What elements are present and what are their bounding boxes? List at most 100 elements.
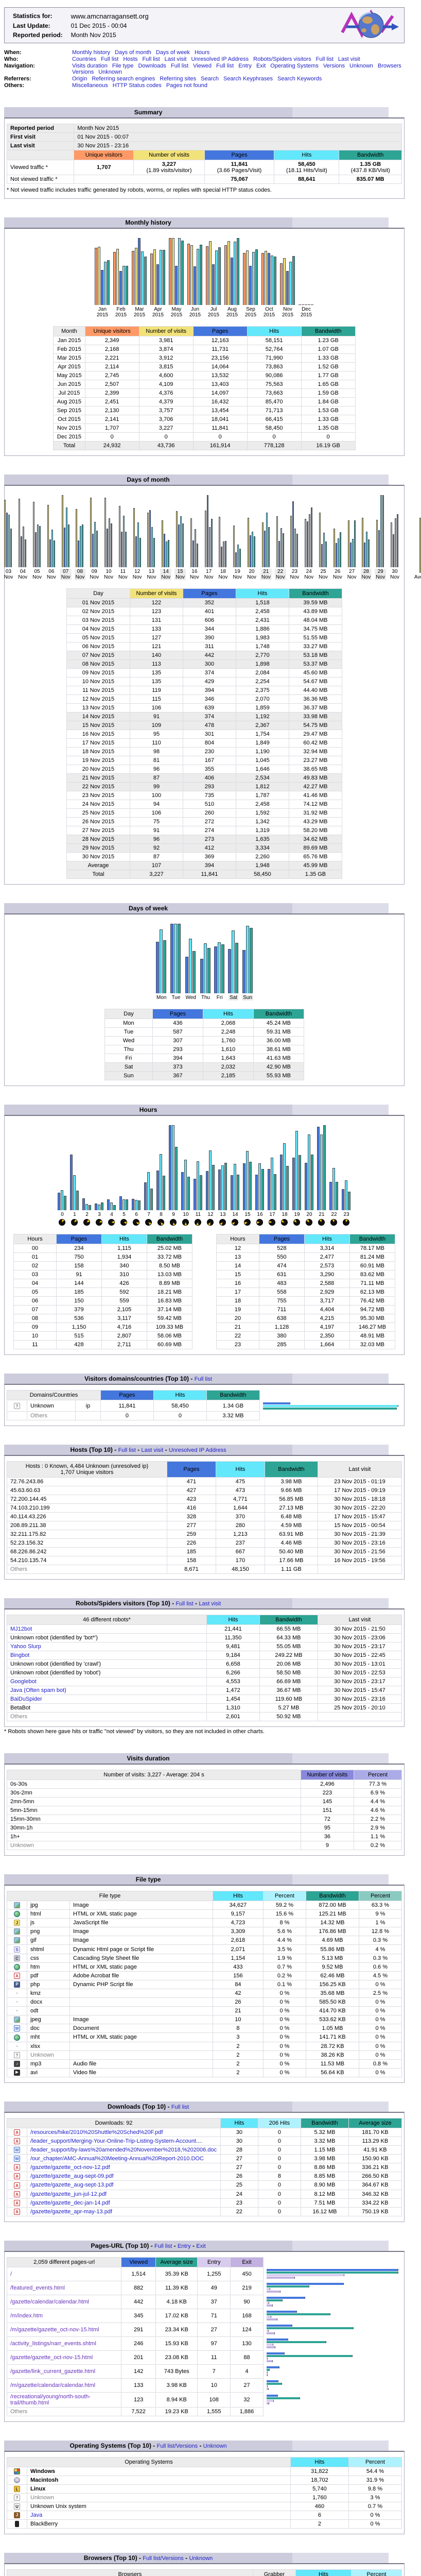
page-link[interactable]: /recreational/young/north-south-trail/th… xyxy=(10,2393,91,2406)
bar-k xyxy=(268,527,270,567)
page-link[interactable]: /m/gazette/calendar/calendar.html xyxy=(10,2382,96,2388)
table-row: 25 Nov 2015 106 260 1,592 31.92 MB xyxy=(66,808,342,818)
nav-link[interactable]: Unknown xyxy=(98,69,122,75)
nav-link[interactable]: HTTP Status codes xyxy=(112,82,162,89)
nav-link[interactable]: Pages not found xyxy=(166,82,207,89)
cell: 100 xyxy=(129,791,183,800)
nav-link[interactable]: Full list xyxy=(142,56,160,62)
title-link[interactable]: Last visit xyxy=(199,1601,221,1607)
download-link[interactable]: /gazette/gazette_aug-sept-13.pdf xyxy=(30,2182,114,2189)
title-link[interactable]: Last visit xyxy=(141,1447,164,1453)
nav-link[interactable]: Search xyxy=(201,76,219,82)
page-link[interactable]: /m/index.htm xyxy=(10,2312,43,2319)
download-link[interactable]: /leader_support/Merging-Your-Online-Trip… xyxy=(30,2138,203,2145)
bars xyxy=(57,1125,67,1210)
bars xyxy=(185,924,196,993)
title-text: Visitors domains/countries (Top 10) xyxy=(84,1375,189,1382)
robot-link[interactable]: MJ12bot xyxy=(10,1626,32,1632)
nav-link[interactable]: Search Keywords xyxy=(277,76,322,82)
nav-link[interactable]: Browsers xyxy=(377,63,401,69)
page-link[interactable]: /featured_events.html xyxy=(10,2284,65,2291)
nav-link[interactable]: Downloads xyxy=(138,63,166,69)
nav-link[interactable]: Viewed xyxy=(193,63,212,69)
nav-link[interactable]: Origin xyxy=(72,76,87,82)
column-header: Hits xyxy=(235,588,289,599)
nav-link[interactable]: Hosts xyxy=(123,56,138,62)
cell: 2,507 xyxy=(84,380,139,389)
nav-link[interactable]: Last visit xyxy=(164,56,187,62)
nav-link[interactable]: Visits duration xyxy=(72,63,108,69)
h-bars xyxy=(266,2282,398,2294)
download-link[interactable]: /gazette/gazette_jun-jul-12.pdf xyxy=(30,2191,107,2197)
title-link[interactable]: Exit xyxy=(196,2243,206,2249)
nav-link[interactable]: Entry xyxy=(238,63,252,69)
title-link[interactable]: Unknown xyxy=(189,2555,213,2562)
nav-link[interactable]: Full list xyxy=(315,56,334,62)
table-row: Others 0 0 3.32 MB xyxy=(7,1411,402,1420)
x-label: Sep 2015 xyxy=(244,307,257,318)
download-link[interactable]: /leader_support/by-laws%20amended%20Nove… xyxy=(30,2147,217,2154)
bar-u xyxy=(242,253,245,305)
title-link[interactable]: Full list xyxy=(171,2104,189,2110)
file-extension: mht xyxy=(27,2032,70,2042)
table-row: 21 1,128 4,197 146.27 MB xyxy=(216,1323,395,1332)
nav-link[interactable]: Monthly history xyxy=(72,49,110,56)
page-link[interactable]: /activity_listings/narr_events.shtml xyxy=(10,2340,96,2347)
cell: 328 xyxy=(166,1512,216,1521)
section-title: Pages-URL (Top 10) - Full list - Entry -… xyxy=(4,2240,293,2251)
nav-link[interactable]: Miscellaneous xyxy=(72,82,108,89)
nav-link[interactable]: Full list xyxy=(101,56,119,62)
nav-link[interactable]: Full list xyxy=(216,63,234,69)
nav-link[interactable]: Exit xyxy=(256,63,266,69)
title-link[interactable]: Full list/Versions xyxy=(143,2555,184,2562)
nav-link[interactable]: Countries xyxy=(72,56,97,62)
title-link[interactable]: Full list xyxy=(176,1601,194,1607)
nav-link[interactable]: Hours xyxy=(194,49,210,56)
cell: 0 % xyxy=(348,2511,402,2520)
robot-link[interactable]: Bingbot xyxy=(10,1652,30,1658)
page-link[interactable]: /m/gazette/gazette_oct-nov-15.html xyxy=(10,2326,99,2333)
title-link[interactable]: Unresolved IP Address xyxy=(168,1447,226,1453)
nav-link[interactable]: Full list xyxy=(170,63,189,69)
nav-link[interactable]: Referring search engines xyxy=(92,76,155,82)
nav-link[interactable]: Unknown xyxy=(349,63,373,69)
robot-link[interactable]: BaiDuSpider xyxy=(10,1696,42,1702)
cell: 3,227 xyxy=(129,870,183,879)
download-link[interactable]: /gazette/gazette_apr-may-13.pdf xyxy=(30,2208,112,2215)
nav-link[interactable]: Unresolved IP Address xyxy=(191,56,249,62)
title-link[interactable]: Entry xyxy=(177,2243,191,2249)
page-link[interactable]: /gazette/gazette_oct-nov-15.html xyxy=(10,2354,93,2361)
download-link[interactable]: /resources/hike/2010%20Shuttle%20Sched%2… xyxy=(30,2129,163,2136)
nav-link[interactable]: Robots/Spiders visitors xyxy=(253,56,311,62)
title-link[interactable]: Unknown xyxy=(203,2443,227,2449)
page-link[interactable]: / xyxy=(10,2270,12,2277)
cell: 510 xyxy=(182,800,236,809)
nav-link[interactable]: Days of week xyxy=(155,49,190,56)
table-row: 05 185 592 18.21 MB xyxy=(13,1287,192,1297)
bar-v xyxy=(116,249,119,305)
download-link[interactable]: /gazette/gazette_dec-jan-14.pdf xyxy=(30,2199,110,2206)
nav-link[interactable]: Referring sites xyxy=(160,76,197,82)
robot-link[interactable]: Googlebot xyxy=(10,1679,37,1685)
title-link[interactable]: Full list/Versions xyxy=(156,2443,198,2449)
robot-link[interactable]: Java (Often spam bot) xyxy=(10,1687,66,1693)
title-link[interactable]: Full list xyxy=(194,1376,212,1382)
download-link[interactable]: /our_chapter/AMC-Annual%20Meeting-Annual… xyxy=(30,2156,204,2162)
os-link[interactable]: Java xyxy=(30,2512,43,2519)
nav-link[interactable]: Search Keyphrases xyxy=(223,76,273,82)
download-link[interactable]: /gazette/gazette_aug-sept-09.pdf xyxy=(30,2173,114,2180)
nav-link[interactable]: Versions xyxy=(323,63,345,69)
nav-link[interactable]: File type xyxy=(112,63,134,69)
table-row: BlackBerry 2 0 % xyxy=(7,2519,402,2529)
nav-link[interactable]: Days of month xyxy=(114,49,151,56)
title-link[interactable]: Full list xyxy=(154,2243,172,2249)
page-link[interactable]: /gazette/link_current_gazette.html xyxy=(10,2368,96,2375)
title-link[interactable]: Full list xyxy=(118,1447,136,1453)
bars xyxy=(118,495,127,567)
page-link[interactable]: /gazette/calendar/calendar.html xyxy=(10,2298,89,2305)
nav-link[interactable]: Operating Systems xyxy=(270,63,319,69)
nav-link[interactable]: Last visit xyxy=(338,56,360,62)
download-link[interactable]: /gazette/gazette_oct-nov-12.pdf xyxy=(30,2164,110,2171)
nav-link[interactable]: Versions xyxy=(72,69,94,75)
robot-link[interactable]: Yahoo Slurp xyxy=(10,1643,41,1650)
